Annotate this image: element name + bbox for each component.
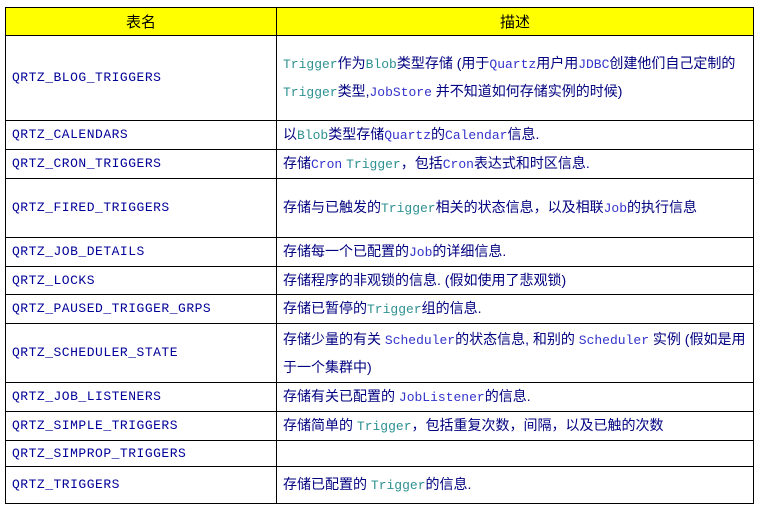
- table-row: QRTZ_SIMPLE_TRIGGERS 存储简单的 Trigger，包括重复次数…: [5, 411, 754, 441]
- desc-segment: Trigger: [346, 157, 401, 172]
- desc-segment: 实例 (假如是用于一个集群中): [283, 330, 746, 375]
- desc-segment: 存储有关已配置的: [283, 388, 399, 404]
- description-cell: 存储Cron Trigger，包括Cron表达式和时区信息.: [276, 149, 754, 179]
- desc-segment: Quartz: [489, 57, 537, 72]
- desc-segment: 存储: [283, 155, 311, 171]
- table-name-cell: QRTZ_TRIGGERS: [5, 466, 277, 504]
- table-name-cell: QRTZ_CRON_TRIGGERS: [5, 149, 277, 179]
- desc-segment: 类型存储: [328, 126, 385, 142]
- desc-segment: Cron: [311, 157, 343, 172]
- desc-segment: Trigger: [283, 57, 338, 72]
- table-name-cell: QRTZ_JOB_LISTENERS: [5, 382, 277, 412]
- table-name-cell: QRTZ_LOCKS: [5, 266, 277, 295]
- desc-segment: Cron: [442, 157, 474, 172]
- description-cell: [276, 440, 754, 467]
- desc-segment: ，包括重复次数，间隔，以及已触的次数: [411, 417, 664, 433]
- table-name-cell: QRTZ_CALENDARS: [5, 120, 277, 150]
- desc-segment: Scheduler: [384, 332, 456, 348]
- desc-segment: ，包括: [400, 155, 443, 171]
- description-cell: 存储已暂停的Trigger组的信息.: [276, 294, 754, 324]
- desc-segment: 创建他们自己定制的: [609, 55, 736, 71]
- desc-segment: JobStore: [369, 85, 432, 100]
- desc-segment: Trigger: [367, 302, 422, 317]
- desc-segment: 作为: [337, 55, 366, 71]
- table-row: QRTZ_TRIGGERS 存储已配置的 Trigger的信息.: [5, 466, 754, 504]
- desc-segment: Scheduler: [578, 332, 649, 348]
- desc-segment: Calendar: [445, 128, 508, 143]
- table-row: QRTZ_PAUSED_TRIGGER_GRPS 存储已暂停的Trigger组的信…: [5, 294, 754, 324]
- desc-segment: 类型,: [337, 83, 370, 99]
- description-cell: 存储少量的有关 Scheduler的状态信息, 和别的 Scheduler 实例…: [276, 323, 754, 383]
- header-col-table-name: 表名: [5, 7, 277, 36]
- description-cell: 存储有关已配置的 JobListener的信息.: [276, 382, 754, 412]
- desc-segment: 并不知道如何存储实例的时候): [431, 83, 623, 99]
- description-cell: 存储简单的 Trigger，包括重复次数，间隔，以及已触的次数: [276, 411, 754, 441]
- desc-segment: 相关的状态信息，以及相联: [435, 199, 604, 215]
- desc-segment: Trigger: [283, 85, 338, 100]
- table-name-cell: QRTZ_PAUSED_TRIGGER_GRPS: [5, 294, 277, 324]
- desc-segment: Job: [603, 201, 628, 216]
- header-row: 表名 描述: [5, 7, 754, 36]
- desc-segment: 存储简单的: [283, 417, 357, 433]
- desc-segment: 信息.: [507, 126, 540, 142]
- desc-segment: 的状态信息, 和别的: [455, 330, 579, 347]
- table-row: QRTZ_CRON_TRIGGERS 存储Cron Trigger，包括Cron表…: [5, 149, 754, 179]
- description-cell: 以Blob类型存储Quartz的Calendar信息.: [276, 120, 754, 150]
- table-name-cell: QRTZ_FIRED_TRIGGERS: [5, 178, 277, 238]
- header-col-description: 描述: [276, 7, 754, 36]
- desc-segment: 存储少量的有关: [283, 330, 385, 347]
- desc-segment: 存储与已触发的: [283, 199, 381, 215]
- desc-segment: JobListener: [398, 390, 485, 405]
- desc-segment: 表达式和时区信息.: [473, 155, 590, 171]
- description-cell: 存储程序的非观锁的信息. (假如使用了悲观锁): [276, 266, 754, 295]
- desc-segment: 用户用: [536, 55, 579, 71]
- desc-segment: 的执行信息: [627, 199, 698, 215]
- desc-segment: 类型存储 (用于: [396, 55, 490, 71]
- desc-segment: Trigger: [370, 478, 426, 493]
- quartz-tables-table: 表名 描述 QRTZ_BLOG_TRIGGERS Trigger作为Blob类型存…: [5, 7, 754, 504]
- table-name-cell: QRTZ_JOB_DETAILS: [5, 237, 277, 267]
- desc-segment: 以: [283, 126, 297, 142]
- desc-segment: Blob: [365, 57, 397, 72]
- desc-segment: Blob: [297, 128, 329, 143]
- table-row: QRTZ_LOCKS 存储程序的非观锁的信息. (假如使用了悲观锁): [5, 266, 754, 295]
- desc-segment: 组的信息.: [421, 300, 482, 316]
- desc-segment: 的信息.: [425, 476, 472, 492]
- desc-segment: 的详细信息.: [432, 243, 507, 259]
- table-row: QRTZ_SCHEDULER_STATE 存储少量的有关 Scheduler的状态…: [5, 323, 754, 383]
- desc-segment: JDBC: [578, 57, 610, 72]
- desc-segment: Job: [409, 245, 433, 260]
- table-row: QRTZ_FIRED_TRIGGERS 存储与已触发的Trigger相关的状态信息…: [5, 178, 754, 238]
- desc-segment: 的: [431, 126, 446, 142]
- desc-segment: 存储已配置的: [283, 476, 371, 492]
- table-name-cell: QRTZ_SIMPLE_TRIGGERS: [5, 411, 277, 441]
- desc-segment: 的信息.: [484, 388, 531, 404]
- table-name-cell: QRTZ_SIMPROP_TRIGGERS: [5, 440, 277, 467]
- desc-segment: Quartz: [384, 128, 432, 143]
- table-name-cell: QRTZ_BLOG_TRIGGERS: [5, 35, 277, 121]
- description-cell: Trigger作为Blob类型存储 (用于Quartz用户用JDBC创建他们自己…: [276, 35, 754, 121]
- description-cell: 存储每一个已配置的Job的详细信息.: [276, 237, 754, 267]
- table-body: QRTZ_BLOG_TRIGGERS Trigger作为Blob类型存储 (用于Q…: [5, 35, 754, 504]
- description-cell: 存储与已触发的Trigger相关的状态信息，以及相联Job的执行信息: [276, 178, 754, 238]
- table-name-cell: QRTZ_SCHEDULER_STATE: [5, 323, 277, 383]
- desc-segment: Trigger: [356, 419, 412, 434]
- desc-segment: 存储已暂停的: [283, 300, 367, 316]
- desc-segment: Trigger: [381, 201, 436, 216]
- table-row: QRTZ_JOB_LISTENERS 存储有关已配置的 JobListener的信…: [5, 382, 754, 412]
- table-row: QRTZ_BLOG_TRIGGERS Trigger作为Blob类型存储 (用于Q…: [5, 35, 754, 121]
- table-row: QRTZ_CALENDARS 以Blob类型存储Quartz的Calendar信息…: [5, 120, 754, 150]
- desc-segment: 存储程序的非观锁的信息. (假如使用了悲观锁): [283, 272, 567, 288]
- description-cell: 存储已配置的 Trigger的信息.: [276, 466, 754, 504]
- desc-segment: 存储每一个已配置的: [283, 243, 409, 259]
- table-row: QRTZ_SIMPROP_TRIGGERS: [5, 440, 754, 467]
- table-row: QRTZ_JOB_DETAILS 存储每一个已配置的Job的详细信息.: [5, 237, 754, 267]
